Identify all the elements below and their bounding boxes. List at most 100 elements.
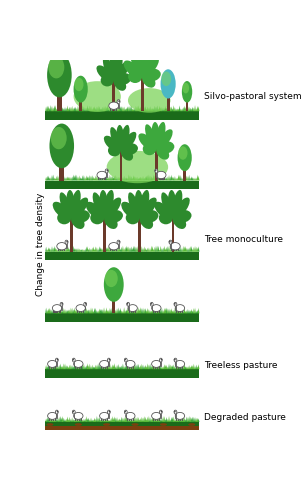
- Ellipse shape: [128, 304, 137, 312]
- Polygon shape: [174, 420, 176, 422]
- Polygon shape: [184, 178, 185, 180]
- Polygon shape: [170, 366, 172, 369]
- Polygon shape: [195, 418, 197, 422]
- Polygon shape: [187, 106, 189, 111]
- Bar: [160, 362, 161, 366]
- Ellipse shape: [60, 302, 63, 306]
- Polygon shape: [179, 418, 181, 422]
- Polygon shape: [90, 308, 92, 314]
- Ellipse shape: [51, 127, 67, 149]
- Polygon shape: [91, 175, 93, 180]
- Polygon shape: [172, 365, 174, 369]
- Polygon shape: [148, 416, 150, 422]
- Polygon shape: [101, 366, 102, 369]
- Polygon shape: [191, 309, 192, 314]
- Ellipse shape: [85, 303, 86, 304]
- Polygon shape: [83, 250, 85, 252]
- Polygon shape: [118, 366, 120, 369]
- Polygon shape: [58, 176, 60, 180]
- Polygon shape: [52, 364, 54, 369]
- Polygon shape: [152, 246, 153, 252]
- Polygon shape: [128, 366, 130, 369]
- Polygon shape: [45, 418, 47, 422]
- Polygon shape: [130, 364, 132, 369]
- Polygon shape: [189, 366, 191, 369]
- Bar: [157, 176, 158, 180]
- Polygon shape: [137, 178, 139, 180]
- Polygon shape: [182, 107, 184, 111]
- Polygon shape: [168, 175, 170, 180]
- Ellipse shape: [121, 148, 133, 160]
- Polygon shape: [175, 308, 177, 314]
- Polygon shape: [109, 174, 111, 180]
- Polygon shape: [97, 106, 99, 111]
- Polygon shape: [50, 366, 52, 369]
- Polygon shape: [130, 420, 132, 422]
- Polygon shape: [154, 416, 156, 422]
- Polygon shape: [82, 176, 84, 180]
- Bar: [183, 165, 186, 180]
- Bar: [127, 417, 128, 420]
- Polygon shape: [63, 108, 65, 111]
- Polygon shape: [153, 309, 155, 314]
- Polygon shape: [136, 176, 138, 180]
- Polygon shape: [191, 176, 192, 180]
- Bar: [56, 414, 57, 418]
- Polygon shape: [163, 108, 165, 111]
- Ellipse shape: [117, 240, 120, 244]
- Polygon shape: [99, 174, 100, 180]
- Polygon shape: [184, 364, 185, 369]
- Bar: [98, 176, 99, 180]
- Bar: [60, 248, 61, 252]
- Bar: [103, 365, 104, 369]
- Polygon shape: [58, 246, 60, 252]
- Ellipse shape: [109, 54, 117, 80]
- Ellipse shape: [152, 304, 161, 312]
- Polygon shape: [134, 176, 136, 180]
- Polygon shape: [81, 249, 82, 252]
- Bar: [114, 107, 115, 111]
- Polygon shape: [169, 420, 171, 422]
- Polygon shape: [113, 310, 114, 314]
- Polygon shape: [72, 246, 74, 252]
- Bar: [120, 150, 122, 180]
- Polygon shape: [156, 178, 158, 180]
- Ellipse shape: [135, 190, 143, 218]
- Polygon shape: [46, 310, 48, 314]
- Polygon shape: [89, 175, 91, 180]
- Polygon shape: [145, 176, 146, 180]
- Polygon shape: [71, 248, 73, 252]
- Polygon shape: [182, 246, 184, 252]
- Polygon shape: [169, 364, 171, 369]
- Polygon shape: [194, 417, 196, 422]
- Polygon shape: [92, 107, 94, 111]
- Polygon shape: [88, 108, 90, 111]
- Polygon shape: [189, 310, 191, 314]
- Polygon shape: [175, 366, 177, 369]
- Polygon shape: [75, 248, 77, 252]
- Bar: [106, 365, 108, 369]
- Polygon shape: [167, 176, 169, 180]
- Polygon shape: [146, 108, 147, 111]
- Polygon shape: [46, 176, 48, 180]
- Bar: [81, 309, 82, 313]
- Bar: [77, 365, 78, 369]
- Bar: [84, 306, 85, 310]
- Polygon shape: [46, 106, 48, 111]
- Polygon shape: [137, 364, 139, 369]
- Ellipse shape: [84, 302, 87, 306]
- Polygon shape: [113, 246, 114, 252]
- Polygon shape: [143, 178, 145, 180]
- Polygon shape: [167, 246, 169, 252]
- Polygon shape: [146, 366, 147, 369]
- Polygon shape: [104, 106, 106, 111]
- Polygon shape: [55, 178, 56, 180]
- Polygon shape: [65, 246, 67, 252]
- Bar: [113, 80, 115, 111]
- Ellipse shape: [156, 172, 166, 178]
- Ellipse shape: [65, 240, 68, 244]
- Polygon shape: [136, 364, 138, 369]
- Polygon shape: [45, 177, 47, 180]
- Polygon shape: [150, 108, 152, 111]
- Polygon shape: [83, 309, 85, 314]
